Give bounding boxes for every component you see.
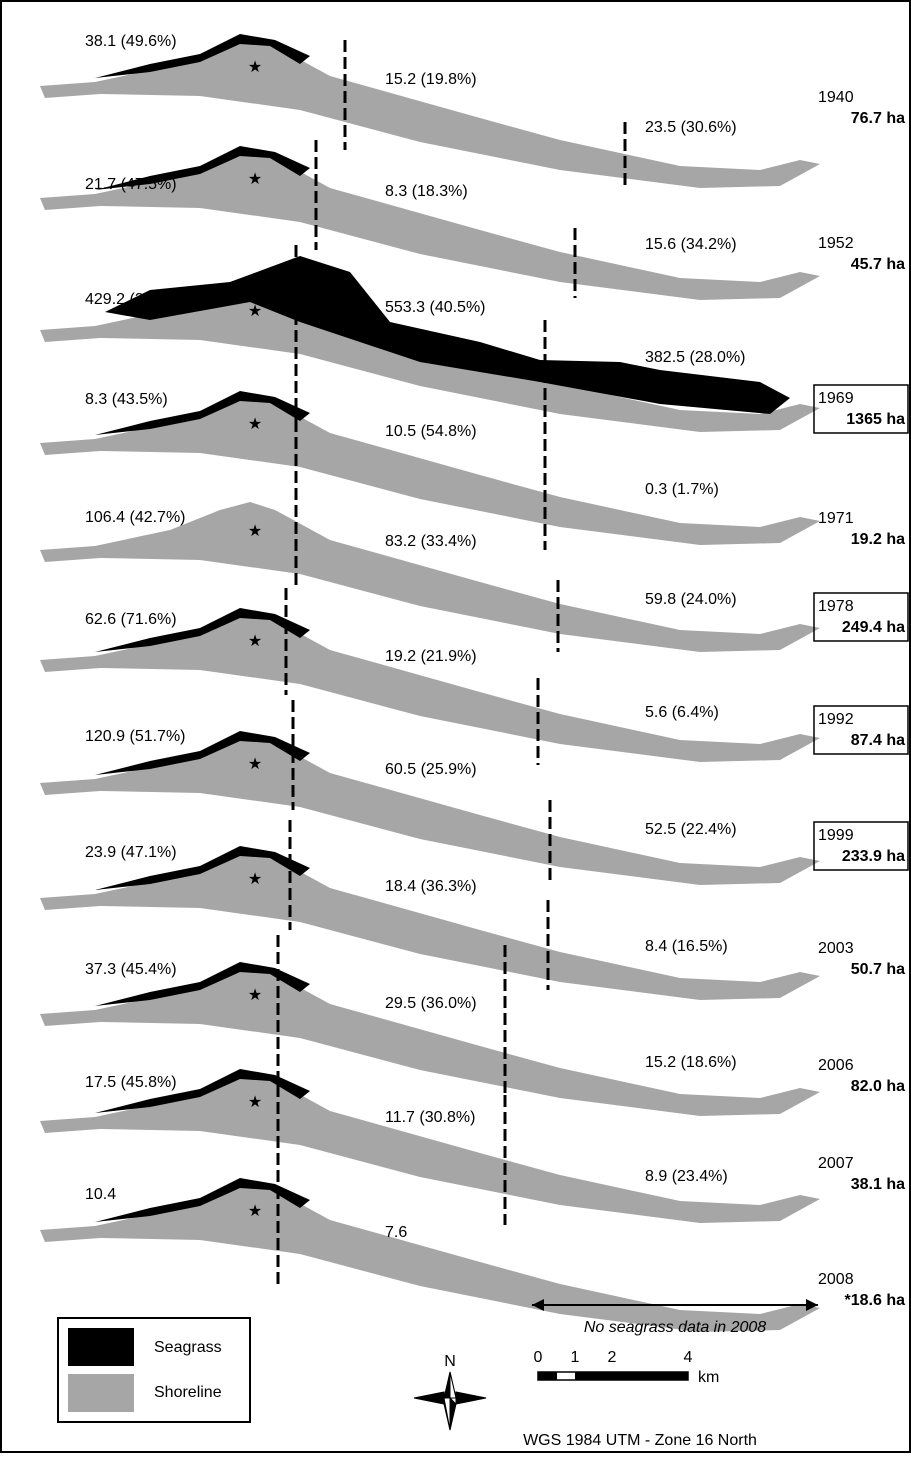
north-label: N bbox=[444, 1353, 456, 1370]
scale-label: 1 bbox=[571, 1349, 580, 1366]
area-label: 37.3 (45.4%) bbox=[85, 961, 177, 978]
year-label: 1999 bbox=[818, 827, 854, 844]
total-label: 50.7 ha bbox=[851, 961, 905, 978]
star: ★ bbox=[248, 871, 262, 888]
area-label: 17.5 (45.8%) bbox=[85, 1074, 177, 1091]
area-label: 19.2 (21.9%) bbox=[385, 648, 477, 665]
panel: ★ 38.1 (49.6%) 15.2 (19.8%) 23.5 (30.6%) 194… bbox=[40, 33, 905, 188]
north-arrow-light bbox=[444, 1372, 456, 1430]
shoreline bbox=[40, 38, 820, 188]
star: ★ bbox=[248, 1203, 262, 1220]
star: ★ bbox=[248, 633, 262, 650]
year-label: 2007 bbox=[818, 1155, 854, 1172]
total-label: 1365 ha bbox=[846, 411, 905, 428]
area-label: 8.4 (16.5%) bbox=[645, 938, 728, 955]
area-label: 8.3 (43.5%) bbox=[85, 391, 168, 408]
total-label: 82.0 ha bbox=[851, 1078, 905, 1095]
year-label: 1992 bbox=[818, 711, 854, 728]
area-label: 8.9 (23.4%) bbox=[645, 1168, 728, 1185]
area-label: 382.5 (28.0%) bbox=[645, 349, 746, 366]
area-label: 10.4 bbox=[85, 1186, 116, 1203]
total-label: *18.6 ha bbox=[845, 1292, 906, 1309]
total-label: 19.2 ha bbox=[851, 531, 905, 548]
star: ★ bbox=[248, 756, 262, 773]
year-label: 2003 bbox=[818, 940, 854, 957]
area-label: 52.5 (22.4%) bbox=[645, 821, 737, 838]
scale-label: 4 bbox=[684, 1349, 693, 1366]
star: ★ bbox=[248, 171, 262, 188]
scale-label: 0 bbox=[534, 1349, 543, 1366]
total-label: 45.7 ha bbox=[851, 256, 905, 273]
area-label: 21.7 (47.5%) bbox=[85, 176, 177, 193]
area-label: 7.6 bbox=[385, 1224, 407, 1241]
area-label: 106.4 (42.7%) bbox=[85, 509, 186, 526]
year-label: 2008 bbox=[818, 1271, 854, 1288]
area-label: 15.6 (34.2%) bbox=[645, 236, 737, 253]
star: ★ bbox=[248, 1094, 262, 1111]
area-label: 5.6 (6.4%) bbox=[645, 704, 719, 721]
area-label: 18.4 (36.3%) bbox=[385, 878, 477, 895]
star: ★ bbox=[248, 59, 262, 76]
year-label: 1940 bbox=[818, 89, 854, 106]
area-label: 59.8 (24.0%) bbox=[645, 591, 737, 608]
year-label: 1971 bbox=[818, 510, 854, 527]
area-label: 23.9 (47.1%) bbox=[85, 844, 177, 861]
area-label: 553.3 (40.5%) bbox=[385, 299, 486, 316]
projection: WGS 1984 UTM - Zone 16 North bbox=[523, 1432, 757, 1449]
panel: ★ 17.5 (45.8%) 11.7 (30.8%) 8.9 (23.4%) 2007… bbox=[40, 1069, 905, 1223]
year-label: 2006 bbox=[818, 1057, 854, 1074]
year-label: 1978 bbox=[818, 598, 854, 615]
note: No seagrass data in 2008 bbox=[584, 1319, 766, 1336]
area-label: 15.2 (18.6%) bbox=[645, 1054, 737, 1071]
area-label: 0.3 (1.7%) bbox=[645, 481, 719, 498]
legend-label: Shoreline bbox=[154, 1384, 222, 1401]
scale-seg bbox=[613, 1372, 688, 1380]
area-label: 23.5 (30.6%) bbox=[645, 119, 737, 136]
total-label: 87.4 ha bbox=[851, 732, 905, 749]
total-label: 76.7 ha bbox=[851, 110, 905, 127]
legend-swatch-shoreline bbox=[68, 1374, 134, 1412]
star: ★ bbox=[248, 987, 262, 1004]
area-label: 120.9 (51.7%) bbox=[85, 728, 186, 745]
scale-seg bbox=[575, 1372, 613, 1380]
panels: ★ 38.1 (49.6%) 15.2 (19.8%) 23.5 (30.6%) 194… bbox=[40, 33, 908, 1332]
scale-label: 2 bbox=[608, 1349, 617, 1366]
total-label: 38.1 ha bbox=[851, 1176, 905, 1193]
area-label: 15.2 (19.8%) bbox=[385, 71, 477, 88]
star: ★ bbox=[248, 303, 262, 320]
area-label: 10.5 (54.8%) bbox=[385, 423, 477, 440]
total-label: 233.9 ha bbox=[842, 848, 905, 865]
area-label: 429.2 (31.4%) bbox=[85, 291, 186, 308]
year-label: 1969 bbox=[818, 390, 854, 407]
scale-unit: km bbox=[698, 1369, 719, 1386]
panel: ★ 10.4 7.6 2008 *18.6 ha bbox=[40, 1178, 905, 1332]
area-label: 83.2 (33.4%) bbox=[385, 533, 477, 550]
area-label: 38.1 (49.6%) bbox=[85, 33, 177, 50]
star: ★ bbox=[248, 416, 262, 433]
star: ★ bbox=[248, 523, 262, 540]
legend-swatch-seagrass bbox=[68, 1328, 134, 1366]
area-label: 29.5 (36.0%) bbox=[385, 995, 477, 1012]
scale-seg bbox=[538, 1372, 557, 1380]
legend-label: Seagrass bbox=[154, 1339, 222, 1356]
year-label: 1952 bbox=[818, 235, 854, 252]
area-label: 11.7 (30.8%) bbox=[385, 1109, 475, 1126]
area-label: 62.6 (71.6%) bbox=[85, 611, 177, 628]
total-label: 249.4 ha bbox=[842, 619, 905, 636]
area-label: 60.5 (25.9%) bbox=[385, 761, 477, 778]
map-figure: ★ 38.1 (49.6%) 15.2 (19.8%) 23.5 (30.6%) 194… bbox=[0, 0, 911, 1453]
area-label: 8.3 (18.3%) bbox=[385, 183, 468, 200]
